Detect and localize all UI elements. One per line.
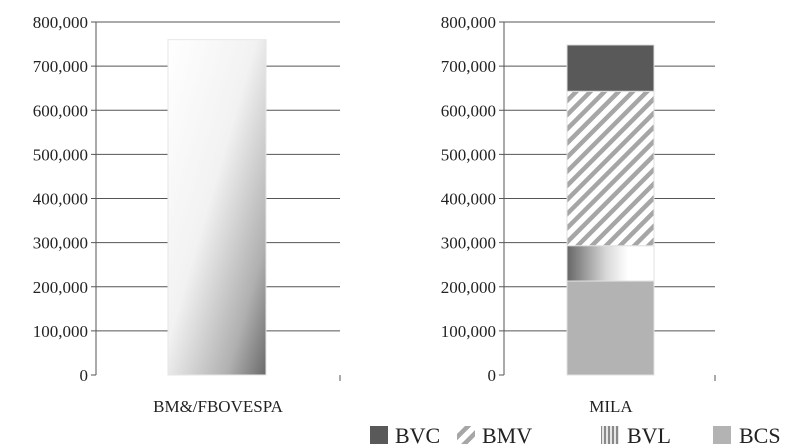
mila-tick-label: 700,000: [441, 57, 496, 76]
mila-bars: [566, 44, 655, 376]
bmf-tick-label: 0: [80, 366, 89, 385]
bmf-bar: [167, 39, 267, 376]
bmf-tick-label: 600,000: [33, 101, 88, 120]
mila-y-axis: 0 100,000 200,000 300,000 400,000 500,000 600,…: [441, 13, 716, 385]
bmf-tick-label: 200,000: [33, 278, 88, 297]
bmf-chart-panel: 0 100,000 200,000 300,000 400,000 500,000 600,…: [33, 13, 341, 416]
mila-tick-label: 300,000: [441, 234, 496, 253]
mila-bar-segment-bcs: [566, 280, 655, 376]
mila-tick-label: 100,000: [441, 322, 496, 341]
mila-tick-label: 600,000: [441, 101, 496, 120]
legend-swatch-bvc: [370, 426, 388, 444]
mila-tick-label: 500,000: [441, 145, 496, 164]
legend-label-bvc: BVC: [395, 423, 440, 445]
bmf-tick-label: 300,000: [33, 234, 88, 253]
mila-bar-segment-bmv: [566, 90, 655, 247]
legend-label-bvl: BVL: [627, 423, 671, 445]
mila-tick-label: 400,000: [441, 190, 496, 209]
mila-bar-segment-bvc: [566, 44, 655, 92]
bmf-y-axis: 0 100,000 200,000 300,000 400,000 500,000 600,…: [33, 13, 341, 385]
mila-bar-segment-bvl: [566, 245, 655, 282]
bmf-tick-label: 800,000: [33, 13, 88, 32]
legend-swatch-bmv: [457, 426, 475, 444]
mila-category-label: MILA: [589, 397, 633, 416]
legend-label-bcs: BCS: [739, 423, 781, 445]
mila-tick-label: 200,000: [441, 278, 496, 297]
bmf-tick-label: 100,000: [33, 322, 88, 341]
mila-tick-label: 800,000: [441, 13, 496, 32]
mila-tick-label: 0: [488, 366, 497, 385]
bmf-category-label: BM&/FBOVESPA: [153, 397, 283, 416]
legend: BVC BMV BVL BCS: [370, 423, 781, 445]
mila-chart-panel: 0 100,000 200,000 300,000 400,000 500,000 600,…: [441, 13, 716, 416]
legend-swatch-bcs: [713, 426, 731, 444]
bmf-tick-label: 500,000: [33, 145, 88, 164]
bmf-tick-label: 700,000: [33, 57, 88, 76]
bmf-tick-label: 400,000: [33, 190, 88, 209]
bmf-bars: [167, 39, 267, 376]
legend-swatch-bvl: [601, 426, 619, 444]
legend-label-bmv: BMV: [482, 423, 532, 445]
